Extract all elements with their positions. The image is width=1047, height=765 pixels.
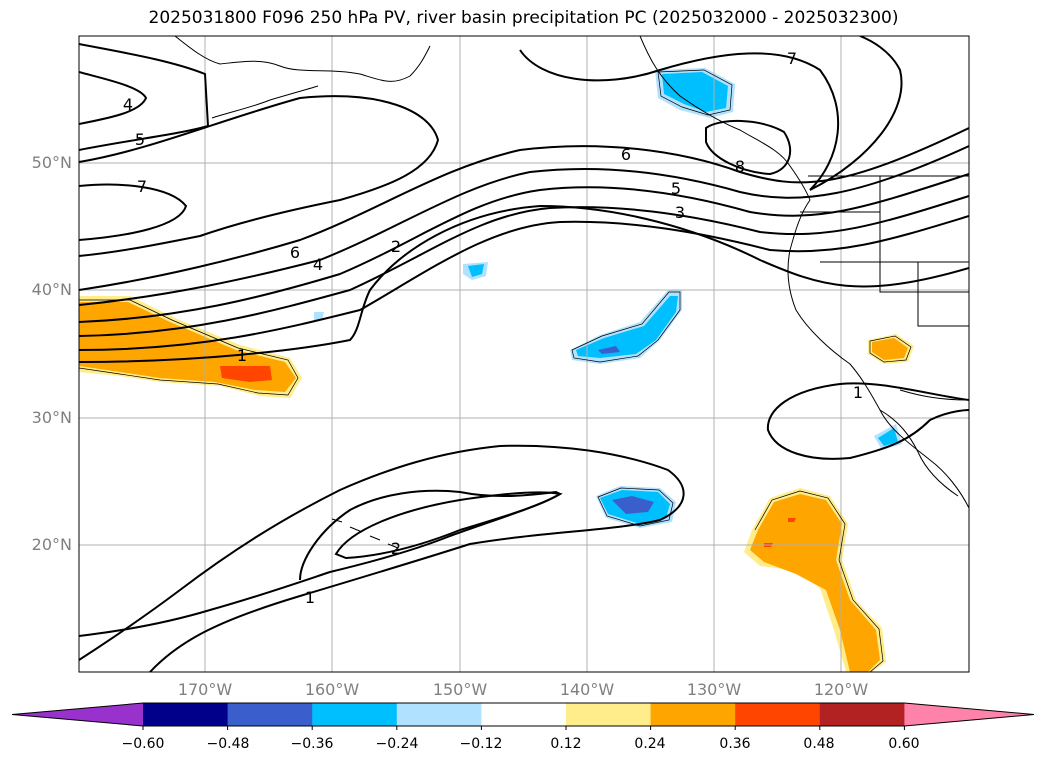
lon-label: 140°W xyxy=(559,680,615,699)
contour-label: 7 xyxy=(787,49,797,68)
colorbar-arrow-right xyxy=(904,703,1034,726)
precip-shading xyxy=(79,68,914,672)
colorbar-arrow-left xyxy=(12,703,143,726)
gridlines xyxy=(79,36,969,672)
precip-negative-small-2 xyxy=(314,312,324,320)
colorbar-tick-label: 0.36 xyxy=(719,736,751,752)
colorbar-segment xyxy=(819,703,905,726)
precip-negative-small-1b xyxy=(468,264,484,277)
colorbar-segment xyxy=(650,703,736,726)
precip-negative-strong-central xyxy=(598,346,620,354)
precip-negative-mid-north xyxy=(662,72,728,112)
precip-positive-strong-mexico xyxy=(788,518,796,522)
coastlines xyxy=(174,36,969,549)
precip-positive-mid-mexico xyxy=(750,494,880,672)
precip-negative-small-coast-b xyxy=(878,428,898,446)
colorbar-segment xyxy=(566,703,652,726)
contour-label: 6 xyxy=(290,243,300,262)
precip-negative-strong-south xyxy=(612,496,654,514)
precip-positive-mid-calif xyxy=(872,338,908,360)
precip-positive-strong-west xyxy=(220,366,272,382)
contour-label: 7 xyxy=(137,177,147,196)
lat-label: 50°N xyxy=(31,153,72,172)
colorbar-segment xyxy=(312,703,398,726)
lon-label: 150°W xyxy=(432,680,488,699)
colorbar-segment xyxy=(396,703,482,726)
colorbar-segment xyxy=(735,703,821,726)
bc-coast xyxy=(639,36,811,201)
map-area: 4 5 7 6 4 2 1 6 5 3 7 8 1 2 1 xyxy=(79,36,969,672)
colorbar-tick-label: −0.60 xyxy=(121,736,165,752)
map-frame xyxy=(78,35,970,673)
contour-label: 2 xyxy=(391,539,401,558)
colorbar-tick-label: −0.36 xyxy=(290,736,334,752)
lat-label: 20°N xyxy=(31,535,72,554)
alaska-coast xyxy=(174,36,431,82)
colorbar-segment xyxy=(143,703,229,726)
figure-title: 2025031800 F096 250 hPa PV, river basin … xyxy=(148,8,899,28)
contour-label: 8 xyxy=(735,157,745,176)
hawaii xyxy=(331,518,399,549)
contour-label: 5 xyxy=(671,179,681,198)
lon-label: 130°W xyxy=(686,680,742,699)
colorbar-tick-label: −0.48 xyxy=(206,736,250,752)
lon-label: 170°W xyxy=(177,680,233,699)
colorbar-tick-label: −0.12 xyxy=(459,736,503,752)
colorbar-segment xyxy=(227,703,313,726)
thin-contours xyxy=(79,69,912,672)
lon-label: 120°W xyxy=(813,680,869,699)
contour-label: 1 xyxy=(305,588,315,607)
colorbar xyxy=(11,702,1035,730)
contour-label: 2 xyxy=(391,237,401,256)
contour-label: 5 xyxy=(135,130,145,149)
lon-label: 160°W xyxy=(304,680,360,699)
colorbar-tick-label: 0.60 xyxy=(888,736,920,752)
contour-label: 1 xyxy=(853,383,863,402)
contour-label-group: 4 5 7 6 4 2 1 6 5 3 7 8 1 2 1 xyxy=(123,49,863,607)
precip-negative-mid-central xyxy=(576,296,678,358)
contour-label: 4 xyxy=(313,255,323,274)
pv-contours xyxy=(79,36,969,672)
state-lines xyxy=(800,176,969,327)
lat-label: 30°N xyxy=(31,408,72,427)
us-mexico-border xyxy=(899,389,969,401)
contour-label: 1 xyxy=(237,346,247,365)
contour-label: 3 xyxy=(675,203,685,222)
us-coast xyxy=(787,199,969,509)
colorbar-segment xyxy=(481,703,567,726)
baja xyxy=(879,409,959,497)
colorbar-tick-label: 0.48 xyxy=(803,736,835,752)
lat-label: 40°N xyxy=(31,280,72,299)
colorbar-tick-label: −0.24 xyxy=(375,736,419,752)
contour-label: 4 xyxy=(123,95,133,114)
aleutians xyxy=(211,85,319,119)
contour-label: 6 xyxy=(621,145,631,164)
colorbar-tick-label: 0.24 xyxy=(634,736,666,752)
colorbar-tick-label: 0.12 xyxy=(550,736,582,752)
